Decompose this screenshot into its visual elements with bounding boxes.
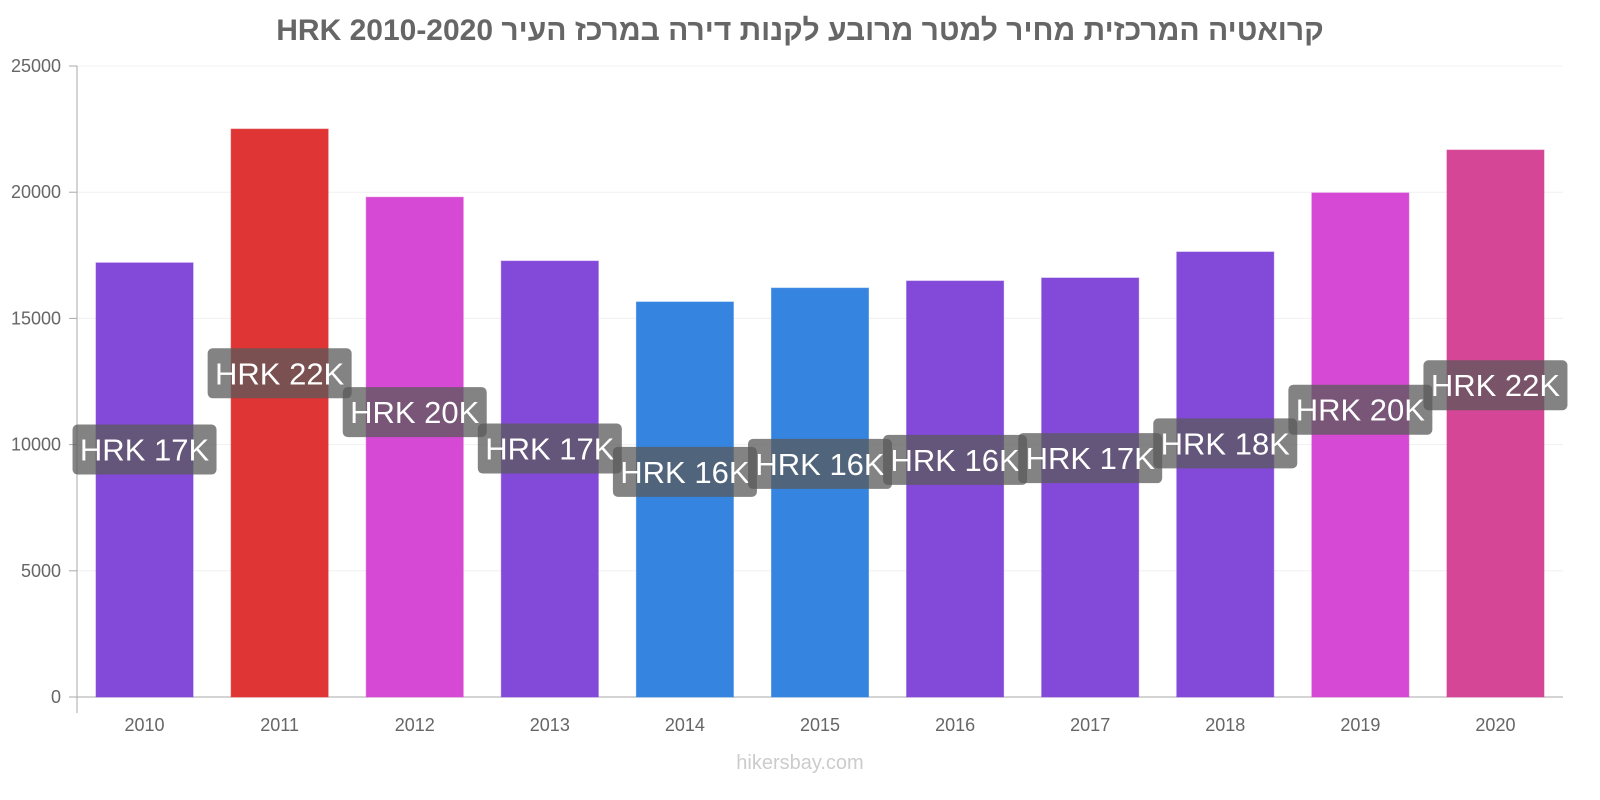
x-tick-label: 2017 <box>1070 715 1110 735</box>
bar <box>771 287 869 698</box>
data-label-box <box>883 434 1028 485</box>
bar <box>906 280 1005 698</box>
bar <box>230 128 329 698</box>
x-tick-label: 2015 <box>800 715 840 735</box>
data-label-box <box>1018 433 1163 484</box>
data-label: HRK 16K <box>755 447 885 482</box>
bar <box>1446 149 1545 698</box>
x-tick-label: 2011 <box>260 715 299 735</box>
data-label: HRK 16K <box>890 443 1020 478</box>
bar <box>500 260 599 698</box>
y-tick-label: 15000 <box>11 308 61 328</box>
y-tick-label: 0 <box>51 687 61 707</box>
chart-title: קרואטיה המרכזית מחיר למטר מרובע לקנות די… <box>276 14 1324 47</box>
x-tick-label: 2016 <box>935 715 975 735</box>
x-tick-label: 2014 <box>665 715 705 735</box>
data-label-box <box>748 438 892 489</box>
x-tick-label: 2012 <box>395 715 435 735</box>
y-tick-label: 25000 <box>11 56 61 76</box>
x-tick-label: 2019 <box>1340 715 1380 735</box>
data-label: HRK 17K <box>80 433 210 468</box>
bar <box>365 196 464 698</box>
bar <box>635 301 734 698</box>
data-label-box <box>1288 384 1433 435</box>
x-tick-label: 2010 <box>125 715 165 735</box>
y-tick-label: 20000 <box>11 182 61 202</box>
data-label: HRK 17K <box>1026 441 1156 476</box>
bar <box>95 262 194 698</box>
y-tick-label: 5000 <box>21 561 61 581</box>
data-label-box <box>477 423 622 474</box>
y-tick-label: 10000 <box>11 435 61 455</box>
data-label: HRK 22K <box>1431 368 1561 403</box>
data-label-box <box>1153 418 1298 469</box>
data-label-box <box>207 348 352 399</box>
data-label: HRK 18K <box>1161 426 1291 461</box>
x-tick-label: 2018 <box>1205 715 1245 735</box>
x-tick-label: 2013 <box>530 715 570 735</box>
x-tick-label: 2020 <box>1475 715 1515 735</box>
bar <box>1176 251 1275 698</box>
watermark: hikersbay.com <box>736 752 864 774</box>
bar <box>1041 277 1140 698</box>
bar <box>1311 192 1410 698</box>
data-label: HRK 20K <box>1296 393 1426 428</box>
data-label: HRK 17K <box>485 432 615 467</box>
data-label-box <box>72 424 217 475</box>
data-label: HRK 22K <box>215 356 345 391</box>
data-label-box <box>342 387 487 438</box>
data-label-box <box>1423 360 1568 411</box>
data-label-box <box>612 446 757 497</box>
data-label: HRK 16K <box>620 455 750 490</box>
data-label: HRK 20K <box>350 395 480 430</box>
